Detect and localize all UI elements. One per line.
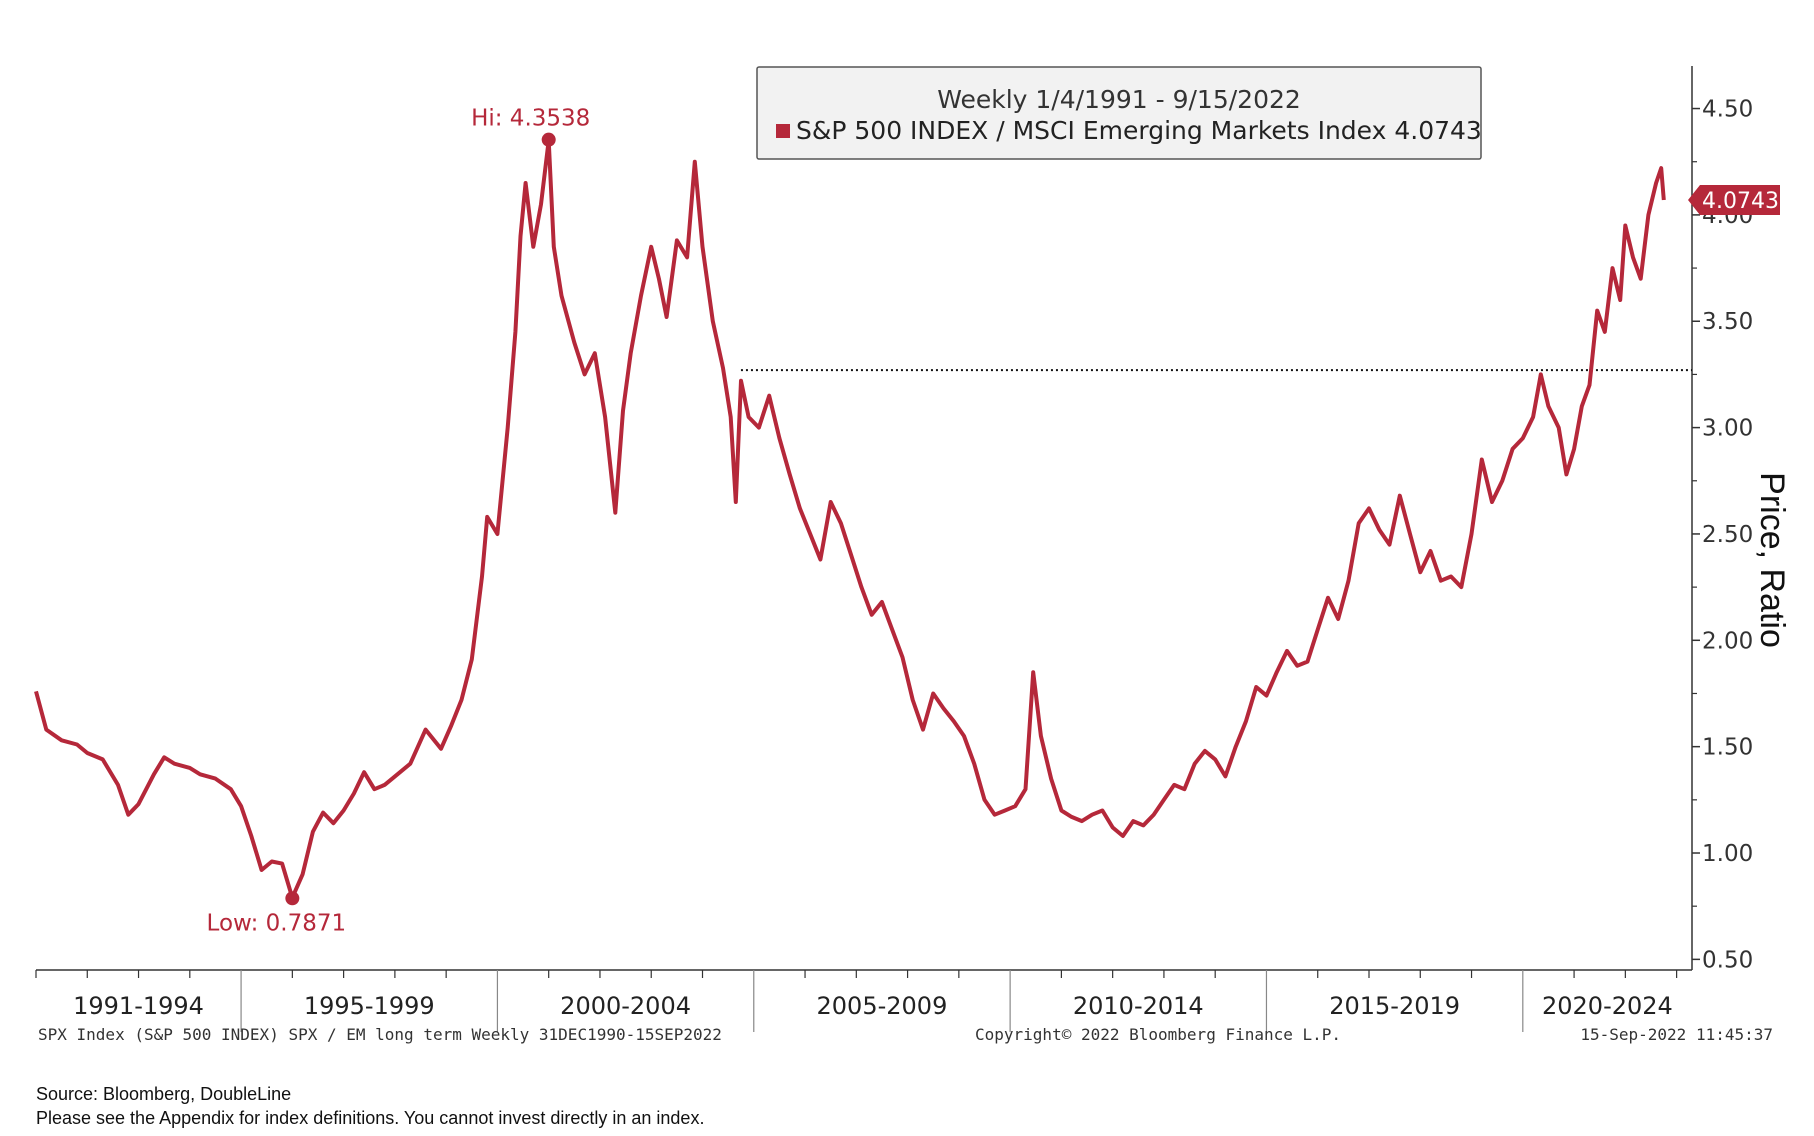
y-tick-label: 3.50 <box>1702 309 1753 335</box>
y-axis-label: Price, Ratio <box>1753 472 1791 648</box>
footer-copyright: Copyright© 2022 Bloomberg Finance L.P. <box>975 1025 1341 1044</box>
legend-box <box>756 66 1482 160</box>
x-period-label: 2000-2004 <box>560 992 691 1020</box>
disclaimer-line: Please see the Appendix for index defini… <box>36 1108 705 1128</box>
x-axis-periods: 1991-1994 1995-1999 2000-2004 2005-2009 2010… <box>35 970 1678 1032</box>
x-period-label: 2015-2019 <box>1329 992 1460 1020</box>
y-tick-label: 3.00 <box>1702 416 1753 442</box>
legend-series-label: S&P 500 INDEX / MSCI Emerging Markets In… <box>796 116 1482 145</box>
series-line <box>34 138 1666 900</box>
x-period-label: 2005-2009 <box>817 992 948 1020</box>
x-period-label: 1991-1994 <box>73 992 204 1020</box>
last-value-label: 4.0743 <box>1702 189 1779 214</box>
source-line: Source: Bloomberg, DoubleLine <box>36 1084 292 1104</box>
footer-left: SPX Index (S&P 500 INDEX) SPX / EM long … <box>38 1025 722 1044</box>
low-annotation: Low: 0.7871 <box>207 910 347 936</box>
y-tick-label: 2.50 <box>1702 522 1753 548</box>
y-tick-label: 0.50 <box>1702 947 1753 973</box>
y-tick-label: 1.50 <box>1702 735 1753 761</box>
high-annotation: Hi: 4.3538 <box>471 106 590 132</box>
x-period-label: 2020-2024 <box>1542 992 1673 1020</box>
y-axis-ticks: 4.504.003.503.002.502.001.501.000.50 <box>1692 97 1753 973</box>
legend: Weekly 1/4/1991 - 9/15/2022 S&P 500 INDE… <box>756 66 1482 160</box>
y-tick-label: 2.00 <box>1702 628 1753 654</box>
x-period-label: 2010-2014 <box>1073 992 1204 1020</box>
last-value-badge: 4.0743 <box>1688 185 1780 216</box>
legend-swatch <box>776 124 790 138</box>
source-note: Source: Bloomberg, DoubleLine Please see… <box>36 1082 704 1130</box>
low-point-marker <box>285 891 300 906</box>
y-tick-label: 1.00 <box>1702 841 1753 867</box>
legend-title: Weekly 1/4/1991 - 9/15/2022 <box>937 85 1301 114</box>
footer-timestamp: 15-Sep-2022 11:45:37 <box>1580 1025 1773 1044</box>
y-tick-label: 4.50 <box>1702 97 1753 123</box>
x-period-label: 1995-1999 <box>304 992 435 1020</box>
high-point-marker <box>541 132 556 147</box>
